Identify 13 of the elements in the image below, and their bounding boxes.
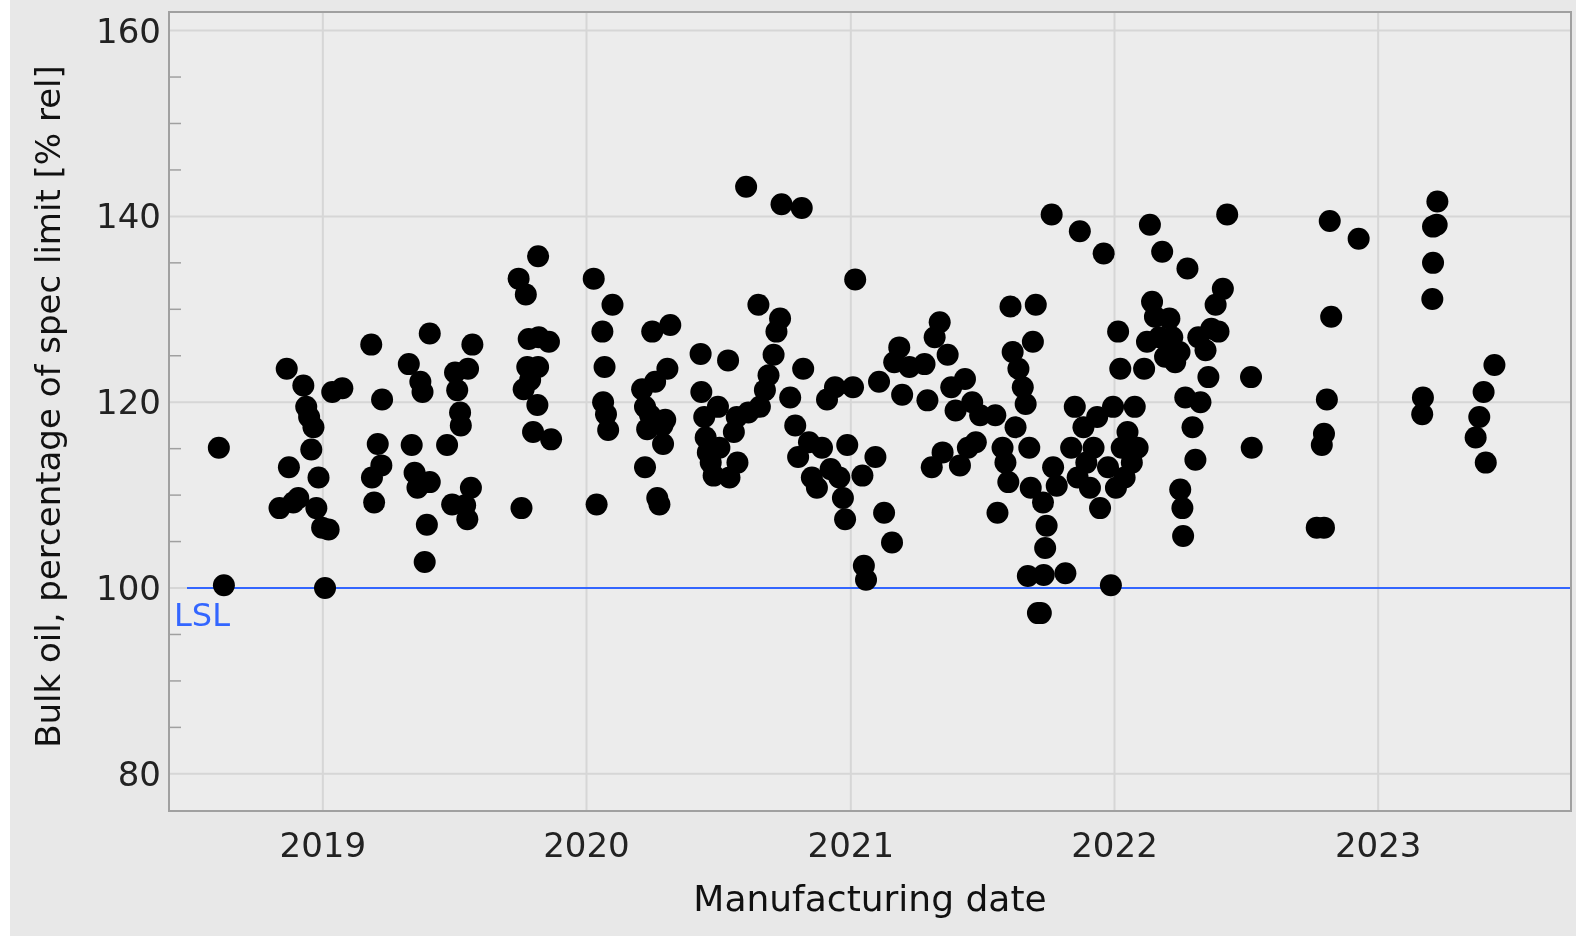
x-axis-title: Manufacturing date: [693, 878, 1047, 919]
y-tick-label: 80: [117, 753, 161, 794]
x-tick-label: 2022: [1071, 825, 1158, 865]
y-tick-label: 100: [96, 568, 161, 609]
x-tick-label: 2021: [807, 825, 895, 865]
x-tick-label: 2019: [279, 825, 367, 865]
x-tick-label: 2023: [1334, 825, 1422, 865]
y-axis-title: Bulk oil, percentage of spec limit [% rel]: [28, 65, 68, 748]
ref-line-label: LSL: [174, 596, 231, 635]
y-tick-label: 160: [96, 10, 161, 51]
y-tick-label: 140: [96, 196, 161, 237]
x-tick-label: 2020: [543, 825, 630, 865]
y-tick-label: 120: [96, 382, 161, 423]
